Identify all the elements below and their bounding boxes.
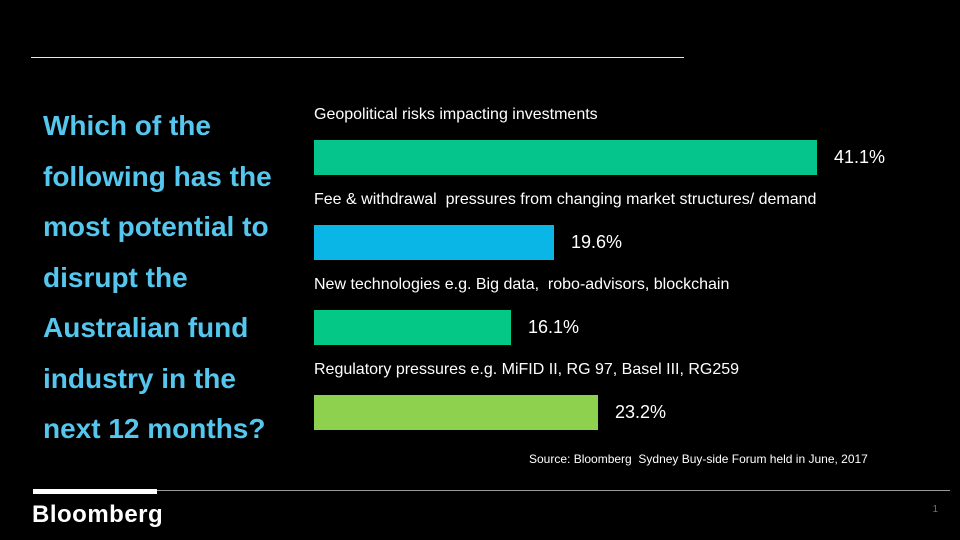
bar-segment: [314, 310, 511, 345]
top-divider-line: [31, 57, 684, 58]
bar-segment: [314, 395, 598, 430]
bloomberg-logo: Bloomberg: [32, 501, 164, 528]
page-number: 1: [932, 504, 938, 515]
bar-category-label: New technologies e.g. Big data, robo-adv…: [314, 276, 730, 293]
bar-value-label: 19.6%: [571, 232, 623, 252]
bar-category-label: Geopolitical risks impacting investments: [314, 106, 598, 123]
slide-question-title: Which of the following has the most pote…: [43, 110, 272, 444]
bar-category-label: Fee & withdrawal pressures from changing…: [314, 191, 817, 208]
bar-value-label: 16.1%: [528, 317, 580, 337]
bar-segment: [314, 225, 554, 260]
bar-value-label: 41.1%: [834, 147, 886, 167]
bar-value-label: 23.2%: [615, 402, 667, 422]
bar-category-label: Regulatory pressures e.g. MiFID II, RG 9…: [314, 361, 740, 378]
footer-divider-line: [157, 490, 950, 491]
bar-segment: [314, 140, 817, 175]
footer-accent-bar: [33, 489, 157, 494]
source-note: Source: Bloomberg Sydney Buy-side Forum …: [529, 452, 868, 466]
